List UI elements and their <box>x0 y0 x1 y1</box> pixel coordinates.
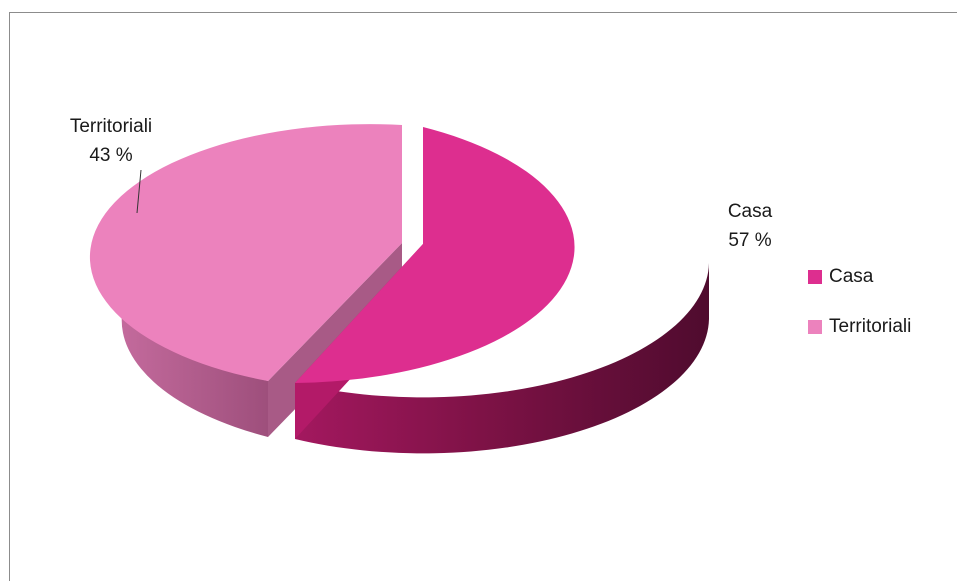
slice-casa-top[interactable] <box>295 127 575 383</box>
legend-label-casa: Casa <box>829 266 874 287</box>
data-label-casa-name: Casa <box>728 201 773 222</box>
leader-line-territoriali <box>136 169 142 214</box>
legend: Casa Territoriali <box>808 262 911 362</box>
slice-casa-side <box>295 263 709 454</box>
legend-item-casa[interactable]: Casa <box>808 262 911 292</box>
data-label-territoriali-name: Territoriali <box>70 116 152 137</box>
slice-territoriali-top[interactable] <box>89 124 402 381</box>
legend-item-territoriali[interactable]: Territoriali <box>808 312 911 342</box>
legend-swatch-casa <box>808 270 822 284</box>
data-label-casa-value: 57 % <box>728 230 771 251</box>
legend-label-territoriali: Territoriali <box>829 316 912 337</box>
legend-swatch-territoriali <box>808 320 822 334</box>
data-label-territoriali-value: 43 % <box>89 145 132 166</box>
slice-territoriali-side <box>121 258 268 437</box>
